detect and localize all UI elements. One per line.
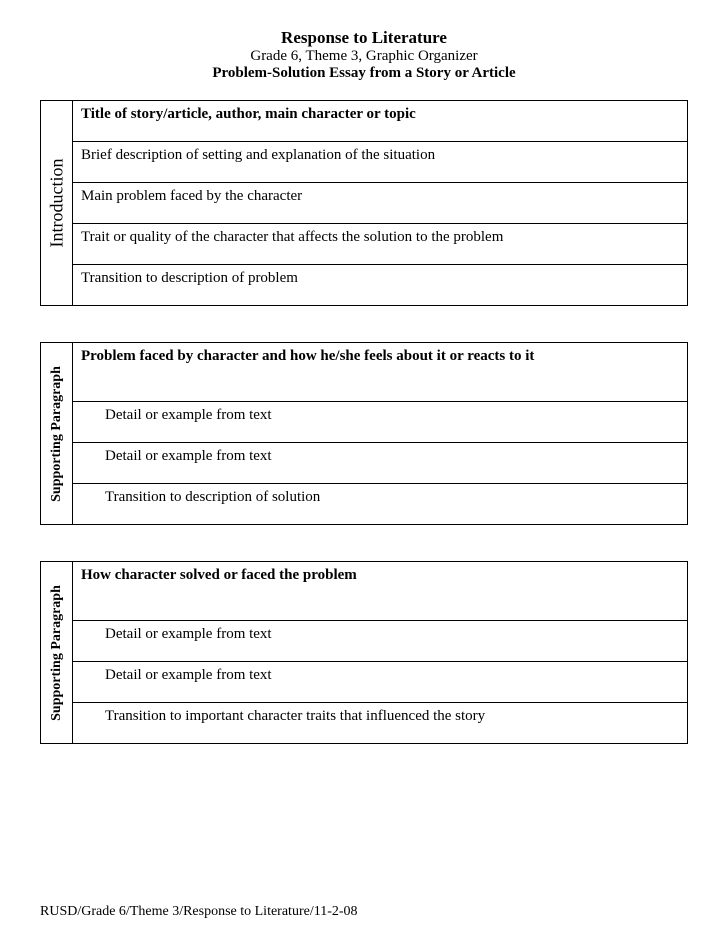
supporting-2-label-cell: Supporting Paragraph	[41, 562, 73, 744]
table-row: Detail or example from text	[73, 621, 688, 662]
row-text: Detail or example from text	[73, 402, 687, 442]
page-header: Response to Literature Grade 6, Theme 3,…	[40, 28, 688, 82]
row-text: Transition to description of solution	[73, 484, 687, 524]
table-row: Trait or quality of the character that a…	[73, 224, 688, 265]
table-row: Brief description of setting and explana…	[73, 142, 688, 183]
row-text: Brief description of setting and explana…	[73, 142, 687, 182]
supporting-paragraph-1-table: Supporting Paragraph Problem faced by ch…	[40, 342, 688, 525]
table-row: Transition to description of solution	[73, 484, 688, 525]
supporting-2-label: Supporting Paragraph	[49, 585, 65, 721]
supporting-1-label-cell: Supporting Paragraph	[41, 343, 73, 525]
doc-title: Response to Literature	[40, 28, 688, 48]
row-text: Main problem faced by the character	[73, 183, 687, 223]
introduction-label-cell: Introduction	[41, 101, 73, 306]
table-row: Transition to description of problem	[73, 265, 688, 306]
row-text: Transition to important character traits…	[73, 703, 687, 743]
row-text: Detail or example from text	[73, 621, 687, 661]
supporting-paragraph-2-table: Supporting Paragraph How character solve…	[40, 561, 688, 744]
page-footer: RUSD/Grade 6/Theme 3/Response to Literat…	[40, 904, 358, 920]
row-text: Detail or example from text	[73, 443, 687, 483]
row-text: Title of story/article, author, main cha…	[73, 101, 687, 141]
table-row: Detail or example from text	[73, 443, 688, 484]
table-row: Title of story/article, author, main cha…	[73, 101, 688, 142]
table-row: Main problem faced by the character	[73, 183, 688, 224]
row-text: Trait or quality of the character that a…	[73, 224, 687, 264]
row-text: Problem faced by character and how he/sh…	[73, 343, 687, 401]
table-row: Detail or example from text	[73, 402, 688, 443]
row-text: Transition to description of problem	[73, 265, 687, 305]
doc-essay-title: Problem-Solution Essay from a Story or A…	[40, 65, 688, 82]
introduction-table: Introduction Title of story/article, aut…	[40, 100, 688, 306]
doc-subtitle: Grade 6, Theme 3, Graphic Organizer	[40, 48, 688, 65]
table-row: Problem faced by character and how he/sh…	[73, 343, 688, 402]
introduction-label: Introduction	[46, 159, 67, 248]
table-row: How character solved or faced the proble…	[73, 562, 688, 621]
table-row: Transition to important character traits…	[73, 703, 688, 744]
table-row: Detail or example from text	[73, 662, 688, 703]
row-text: Detail or example from text	[73, 662, 687, 702]
row-text: How character solved or faced the proble…	[73, 562, 687, 620]
supporting-1-label: Supporting Paragraph	[49, 366, 65, 502]
